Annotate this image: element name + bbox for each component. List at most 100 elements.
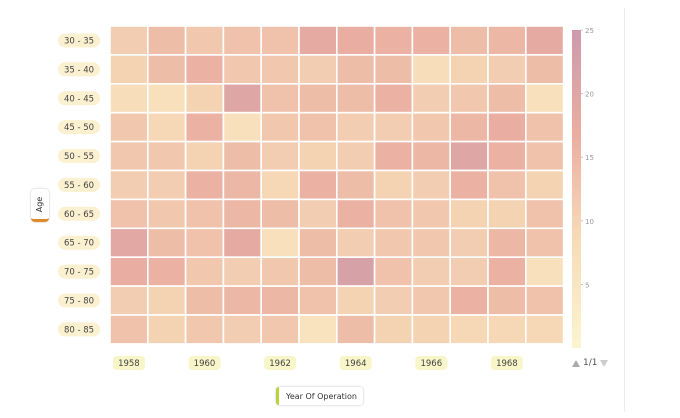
heatmap-cell[interactable]: [147, 54, 187, 85]
heatmap-cell[interactable]: [335, 169, 376, 201]
pager-up-icon[interactable]: [572, 359, 580, 367]
heatmap-cell[interactable]: [373, 54, 414, 85]
heatmap-cell[interactable]: [449, 140, 489, 172]
heatmap-cell[interactable]: [147, 169, 187, 201]
pager-down-icon[interactable]: [600, 359, 609, 367]
heatmap-cell[interactable]: [411, 25, 451, 56]
heatmap-cell[interactable]: [260, 285, 300, 316]
heatmap-cell[interactable]: [449, 83, 489, 114]
heatmap-cell[interactable]: [222, 140, 262, 172]
heatmap-cell[interactable]: [109, 285, 149, 316]
heatmap-cell[interactable]: [109, 227, 149, 259]
heatmap-cell[interactable]: [109, 83, 149, 114]
heatmap-cell[interactable]: [373, 169, 414, 201]
heatmap-cell[interactable]: [373, 285, 414, 316]
heatmap-cell[interactable]: [524, 83, 565, 114]
heatmap-cell[interactable]: [222, 83, 262, 114]
heatmap-cell[interactable]: [411, 314, 451, 345]
heatmap-cell[interactable]: [373, 227, 414, 259]
heatmap-cell[interactable]: [487, 256, 527, 287]
heatmap-cell[interactable]: [487, 198, 527, 230]
heatmap-cell[interactable]: [147, 198, 187, 230]
heatmap-cell[interactable]: [147, 314, 187, 345]
heatmap-cell[interactable]: [411, 169, 451, 201]
heatmap-cell[interactable]: [335, 111, 376, 143]
heatmap-cell[interactable]: [298, 140, 338, 172]
heatmap-cell[interactable]: [487, 54, 527, 85]
heatmap-cell[interactable]: [298, 227, 338, 259]
heatmap-cell[interactable]: [260, 54, 300, 85]
heatmap-cell[interactable]: [487, 111, 527, 143]
heatmap-cell[interactable]: [449, 54, 489, 85]
heatmap-cell[interactable]: [260, 314, 300, 345]
heatmap-cell[interactable]: [147, 285, 187, 316]
heatmap-cell[interactable]: [147, 111, 187, 143]
heatmap-cell[interactable]: [411, 198, 451, 230]
heatmap-cell[interactable]: [298, 54, 338, 85]
heatmap-cell[interactable]: [449, 111, 489, 143]
heatmap-cell[interactable]: [449, 169, 489, 201]
heatmap-cell[interactable]: [222, 285, 262, 316]
heatmap-cell[interactable]: [487, 285, 527, 316]
heatmap-cell[interactable]: [260, 140, 300, 172]
heatmap-cell[interactable]: [524, 25, 565, 56]
heatmap-cell[interactable]: [298, 169, 338, 201]
heatmap-cell[interactable]: [109, 25, 149, 56]
heatmap-cell[interactable]: [524, 169, 565, 201]
heatmap-cell[interactable]: [524, 111, 565, 143]
heatmap-cell[interactable]: [298, 111, 338, 143]
heatmap-cell[interactable]: [260, 198, 300, 230]
heatmap-cell[interactable]: [411, 54, 451, 85]
heatmap-cell[interactable]: [335, 140, 376, 172]
heatmap-cell[interactable]: [411, 140, 451, 172]
heatmap-cell[interactable]: [373, 25, 414, 56]
heatmap-cell[interactable]: [222, 198, 262, 230]
heatmap-cell[interactable]: [184, 169, 225, 201]
heatmap-cell[interactable]: [335, 227, 376, 259]
heatmap-cell[interactable]: [487, 140, 527, 172]
heatmap-cell[interactable]: [335, 256, 376, 287]
heatmap-cell[interactable]: [449, 25, 489, 56]
heatmap-cell[interactable]: [449, 198, 489, 230]
heatmap-cell[interactable]: [222, 54, 262, 85]
heatmap-cell[interactable]: [109, 314, 149, 345]
heatmap-cell[interactable]: [524, 54, 565, 85]
legend-pager[interactable]: 1/1: [572, 356, 609, 370]
heatmap-cell[interactable]: [109, 111, 149, 143]
heatmap-cell[interactable]: [222, 227, 262, 259]
heatmap-cell[interactable]: [524, 227, 565, 259]
heatmap-cell[interactable]: [184, 25, 225, 56]
heatmap-cell[interactable]: [298, 314, 338, 345]
heatmap-cell[interactable]: [335, 198, 376, 230]
heatmap-cell[interactable]: [449, 227, 489, 259]
heatmap-cell[interactable]: [487, 169, 527, 201]
heatmap-cell[interactable]: [147, 256, 187, 287]
heatmap-cell[interactable]: [373, 256, 414, 287]
heatmap-cell[interactable]: [298, 198, 338, 230]
heatmap-cell[interactable]: [109, 198, 149, 230]
heatmap-cell[interactable]: [222, 111, 262, 143]
heatmap-cell[interactable]: [524, 285, 565, 316]
heatmap-cell[interactable]: [449, 314, 489, 345]
heatmap-cell[interactable]: [222, 25, 262, 56]
heatmap-cell[interactable]: [184, 256, 225, 287]
heatmap-cell[interactable]: [184, 83, 225, 114]
heatmap-cell[interactable]: [147, 227, 187, 259]
heatmap-cell[interactable]: [298, 25, 338, 56]
heatmap-cell[interactable]: [524, 256, 565, 287]
heatmap-cell[interactable]: [524, 314, 565, 345]
heatmap-cell[interactable]: [449, 285, 489, 316]
heatmap-cell[interactable]: [335, 54, 376, 85]
heatmap-cell[interactable]: [184, 227, 225, 259]
heatmap-cell[interactable]: [109, 140, 149, 172]
heatmap-cell[interactable]: [260, 256, 300, 287]
heatmap-cell[interactable]: [373, 198, 414, 230]
heatmap-cell[interactable]: [298, 83, 338, 114]
heatmap-cell[interactable]: [184, 54, 225, 85]
heatmap-cell[interactable]: [449, 256, 489, 287]
heatmap-cell[interactable]: [184, 314, 225, 345]
heatmap-cell[interactable]: [487, 227, 527, 259]
heatmap-cell[interactable]: [373, 140, 414, 172]
heatmap-cell[interactable]: [222, 314, 262, 345]
heatmap-cell[interactable]: [260, 83, 300, 114]
